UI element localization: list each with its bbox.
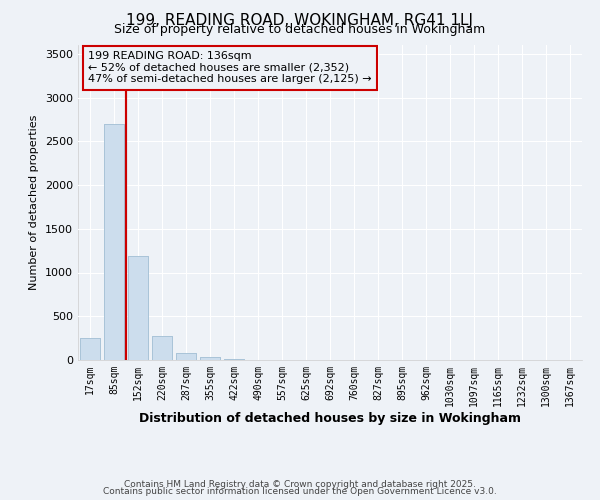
Bar — [128, 256, 148, 360]
Text: Contains HM Land Registry data © Crown copyright and database right 2025.: Contains HM Land Registry data © Crown c… — [124, 480, 476, 489]
Bar — [80, 338, 100, 360]
Bar — [200, 357, 220, 360]
Text: 199 READING ROAD: 136sqm
← 52% of detached houses are smaller (2,352)
47% of sem: 199 READING ROAD: 136sqm ← 52% of detach… — [88, 52, 372, 84]
X-axis label: Distribution of detached houses by size in Wokingham: Distribution of detached houses by size … — [139, 412, 521, 424]
Bar — [152, 336, 172, 360]
Bar — [176, 352, 196, 360]
Bar — [104, 124, 124, 360]
Text: Contains public sector information licensed under the Open Government Licence v3: Contains public sector information licen… — [103, 487, 497, 496]
Bar — [104, 124, 124, 360]
Bar — [128, 256, 148, 360]
Bar — [200, 357, 220, 360]
Bar — [176, 352, 196, 360]
Bar — [80, 338, 100, 360]
Y-axis label: Number of detached properties: Number of detached properties — [29, 115, 40, 290]
Text: 199, READING ROAD, WOKINGHAM, RG41 1LJ: 199, READING ROAD, WOKINGHAM, RG41 1LJ — [127, 12, 473, 28]
Text: Size of property relative to detached houses in Wokingham: Size of property relative to detached ho… — [115, 22, 485, 36]
Bar — [152, 336, 172, 360]
